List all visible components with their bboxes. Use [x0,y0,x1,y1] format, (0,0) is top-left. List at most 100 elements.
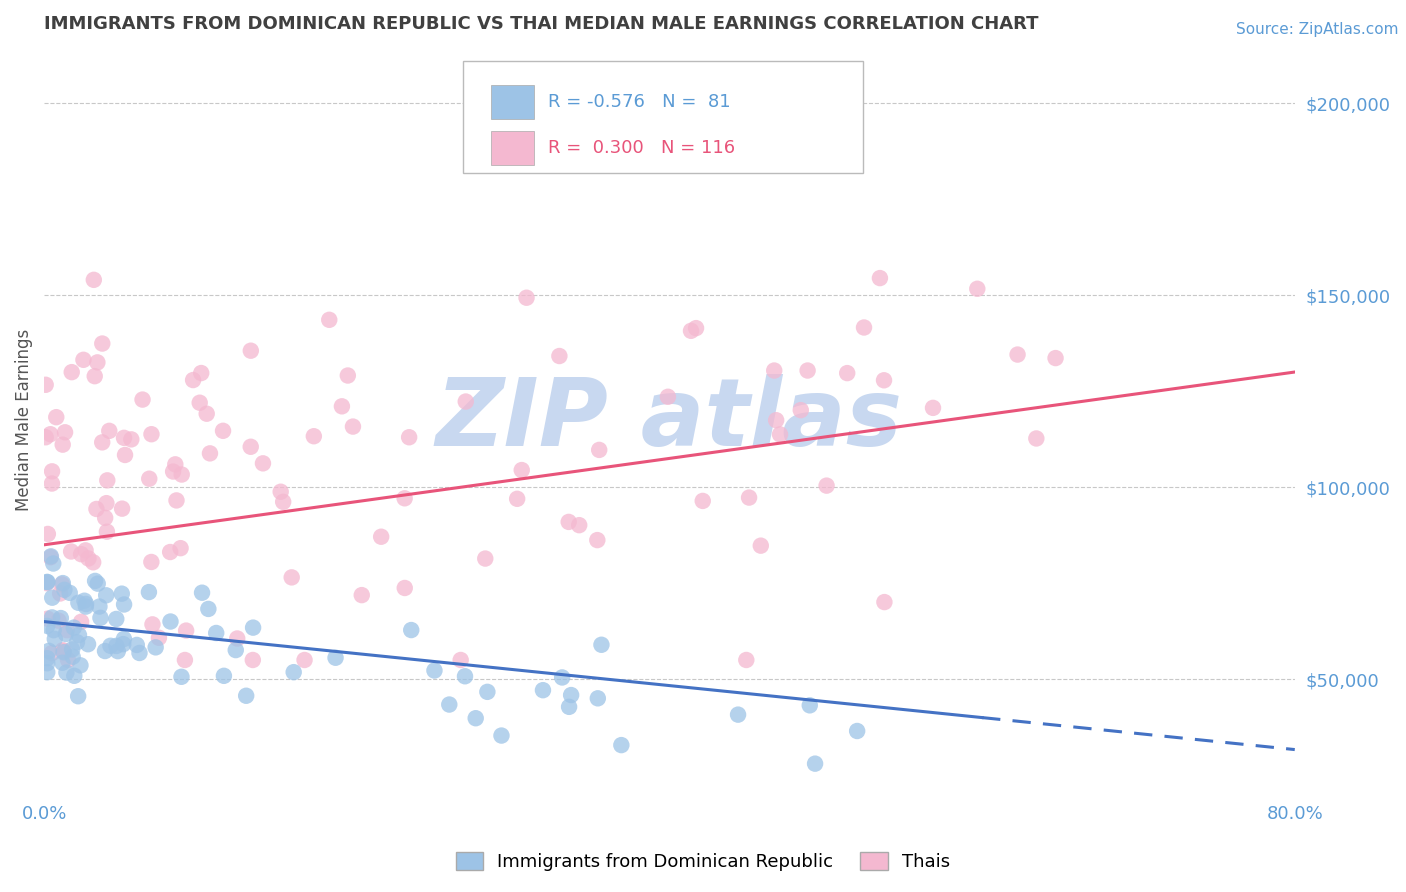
Point [790,403,813,417]
Point [77,637,100,651]
Point [174,624,197,638]
Point [325,650,347,665]
Point [148,631,170,645]
Point [67,628,90,642]
Point [69,658,91,673]
Point [450,653,472,667]
Point [235,689,257,703]
Point [83,273,105,287]
Point [138,585,160,599]
Point [82,555,104,569]
Point [51,656,73,670]
Point [439,698,461,712]
Point [846,724,869,739]
Point [330,400,353,414]
Point [107,644,129,658]
Point [91,435,114,450]
Point [34,377,56,392]
Point [454,394,477,409]
Y-axis label: Median Male Earnings: Median Male Earnings [15,329,32,511]
Point [67,690,90,704]
Point [120,433,142,447]
Point [188,395,211,409]
Point [159,545,181,559]
Point [738,491,761,505]
Point [60,642,83,657]
Point [41,464,63,478]
Point [205,626,228,640]
Point [145,640,167,655]
Point [37,574,59,589]
Point [89,611,111,625]
Point [89,599,111,614]
Text: R = -0.576   N =  81: R = -0.576 N = 81 [548,93,731,112]
Point [239,343,262,358]
Point [212,424,235,438]
Point [96,474,118,488]
Point [242,621,264,635]
Point [166,493,188,508]
Point [55,627,77,641]
Point [610,738,633,752]
Point [75,599,97,614]
Point [283,665,305,680]
Point [72,352,94,367]
Point [112,598,135,612]
FancyBboxPatch shape [491,86,534,119]
Point [350,588,373,602]
Point [94,511,117,525]
Point [52,645,75,659]
Point [37,651,59,665]
Point [318,313,340,327]
Point [280,570,302,584]
Point [170,467,193,482]
Point [735,653,758,667]
Point [174,653,197,667]
Point [105,612,128,626]
Point [52,576,75,591]
Point [399,623,422,637]
Point [49,586,72,600]
Point [141,427,163,442]
Point [111,501,134,516]
Point [679,324,702,338]
Point [560,688,582,702]
Point [853,320,876,334]
Point [98,424,121,438]
Point [394,491,416,506]
Point [52,437,75,451]
Point [191,585,214,599]
Point [114,448,136,462]
Point [53,582,76,597]
Point [96,524,118,539]
Point [100,639,122,653]
Point [96,588,118,602]
Point [70,615,93,629]
Point [53,425,76,440]
Point [692,494,714,508]
Point [63,669,86,683]
Text: Source: ZipAtlas.com: Source: ZipAtlas.com [1236,22,1399,37]
Point [70,547,93,561]
Point [591,638,613,652]
Point [769,427,792,442]
Point [45,410,67,425]
Point [398,430,420,444]
Point [63,621,86,635]
Point [60,544,83,558]
Point [239,440,262,454]
Point [51,577,73,591]
Point [60,365,83,379]
Point [112,637,135,651]
Point [105,639,128,653]
Point [37,619,59,633]
Point [531,683,554,698]
Point [510,463,533,477]
Point [190,366,212,380]
Point [749,539,772,553]
Point [181,373,204,387]
Point [551,670,574,684]
Point [657,390,679,404]
Point [41,591,63,605]
Point [84,574,107,588]
